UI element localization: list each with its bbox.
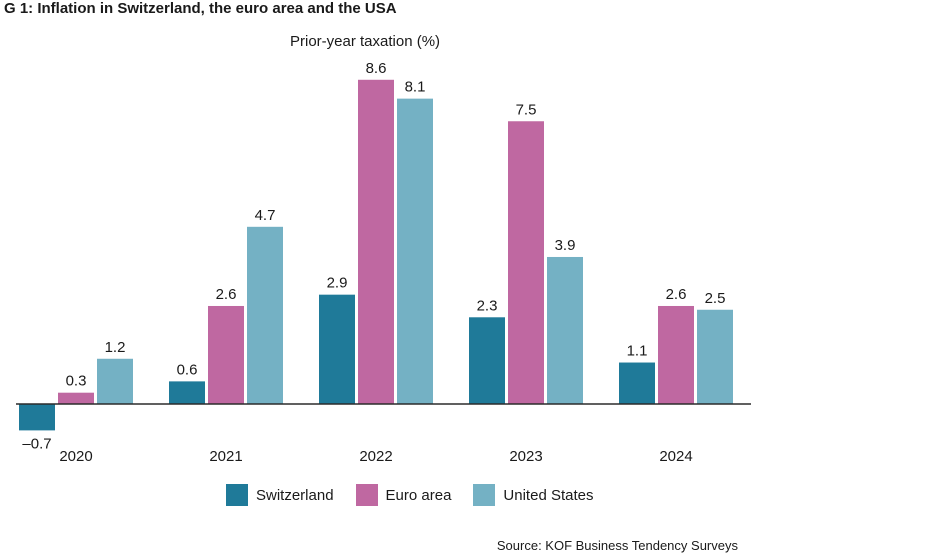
value-label-euro-area-2021: 2.6 (216, 286, 237, 303)
bar-united-states-2024 (697, 309, 733, 404)
value-label-united-states-2022: 8.1 (405, 79, 426, 96)
bar-switzerland-2023 (469, 317, 505, 404)
legend-item-euro-area: Euro area (355, 484, 452, 506)
value-label-switzerland-2020: –0.7 (22, 435, 51, 452)
bar-switzerland-2021 (169, 381, 205, 404)
bars-group (19, 79, 733, 431)
legend-item-united-states: United States (473, 484, 593, 506)
bar-switzerland-2024 (619, 362, 655, 404)
value-label-euro-area-2022: 8.6 (366, 60, 387, 77)
legend-item-switzerland: Switzerland (226, 484, 334, 506)
bar-euro-area-2023 (508, 121, 544, 404)
y-axis-label: Prior-year taxation (%) (290, 33, 441, 50)
value-label-euro-area-2024: 2.6 (666, 286, 687, 303)
legend-label-switzerland: Switzerland (256, 486, 334, 504)
bar-euro-area-2020 (58, 392, 94, 404)
x-tick-label-2022: 2022 (359, 448, 392, 465)
value-label-united-states-2024: 2.5 (705, 290, 726, 307)
value-label-switzerland-2021: 0.6 (177, 361, 198, 378)
bar-united-states-2021 (247, 226, 283, 404)
legend-label-euro-area: Euro area (385, 486, 452, 504)
bar-switzerland-2022 (319, 294, 355, 404)
chart-title: G 1: Inflation in Switzerland, the euro … (4, 0, 397, 17)
source-note: Source: KOF Business Tendency Surveys (496, 538, 738, 553)
value-label-switzerland-2024: 1.1 (627, 343, 648, 360)
value-label-euro-area-2023: 7.5 (516, 101, 537, 118)
bar-euro-area-2024 (658, 305, 694, 404)
x-tick-label-2023: 2023 (509, 448, 542, 465)
bar-united-states-2020 (97, 358, 133, 404)
value-label-united-states-2020: 1.2 (105, 339, 126, 356)
bar-united-states-2022 (397, 98, 433, 404)
x-tick-label-2020: 2020 (59, 448, 92, 465)
legend-swatch-euro-area (355, 484, 378, 506)
value-label-switzerland-2022: 2.9 (327, 275, 348, 292)
value-label-switzerland-2023: 2.3 (477, 297, 498, 314)
x-tick-labels-group: 2020 2021 2022 2023 2024 (59, 448, 692, 465)
x-tick-label-2024: 2024 (659, 448, 692, 465)
bar-switzerland-2020 (19, 404, 55, 431)
bar-euro-area-2021 (208, 305, 244, 404)
value-label-united-states-2021: 4.7 (255, 207, 276, 224)
legend: Switzerland Euro area United States (226, 484, 615, 506)
bar-euro-area-2022 (358, 79, 394, 404)
bar-united-states-2023 (547, 256, 583, 404)
x-tick-label-2021: 2021 (209, 448, 242, 465)
legend-swatch-united-states (473, 484, 496, 506)
value-label-euro-area-2020: 0.3 (66, 373, 87, 390)
legend-swatch-switzerland (226, 484, 248, 506)
value-labels-group: –0.7 0.3 1.2 0.6 2.6 4.7 2.9 8.6 8.1 2.3 7.5 3.9 1.1… (22, 60, 725, 453)
legend-label-united-states: United States (503, 486, 594, 504)
value-label-united-states-2023: 3.9 (555, 237, 576, 254)
